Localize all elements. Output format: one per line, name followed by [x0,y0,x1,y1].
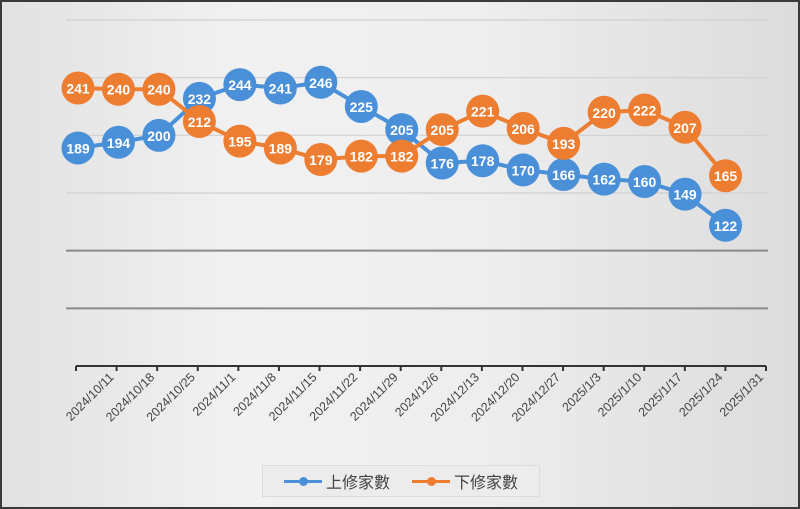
data-point-marker [385,113,419,147]
data-label: 240 [147,82,171,98]
data-label: 182 [350,149,374,165]
data-label: 240 [107,82,131,98]
legend-label-downward: 下修家數 [454,475,519,492]
data-point-marker [344,139,378,173]
data-label: 207 [673,120,697,136]
data-label: 178 [471,153,495,169]
data-label: 189 [269,141,293,157]
data-label: 205 [431,122,455,138]
data-label: 160 [633,174,657,190]
data-point-marker [587,162,621,196]
data-point-marker [142,118,176,152]
data-label: 222 [633,102,657,118]
data-point-marker [223,68,257,102]
data-label: 212 [188,114,212,130]
data-label: 166 [552,167,576,183]
data-label: 205 [390,122,414,138]
data-label: 189 [66,141,90,157]
data-label: 225 [350,99,374,115]
data-label: 194 [107,135,131,151]
data-label: 170 [511,162,535,178]
data-point-marker [101,125,135,159]
legend-item-downward: 下修家數 [412,469,518,493]
data-point-marker [668,177,702,211]
data-point-marker [425,146,459,180]
data-label: 241 [269,81,293,97]
data-point-marker [587,95,621,129]
data-point-marker [466,144,500,178]
data-point-marker [506,153,540,187]
data-label: 220 [592,105,616,121]
data-point-marker [223,124,257,158]
data-point-marker [466,94,500,128]
legend-line-icon-blue [283,476,322,486]
data-label: 195 [228,134,252,150]
data-point-marker [628,93,662,127]
data-point-marker [709,159,743,193]
data-point-marker [182,104,216,138]
data-label: 122 [714,218,738,234]
data-label: 165 [714,168,738,184]
data-point-marker [709,208,743,242]
data-label: 200 [147,128,171,144]
markers-downward: 241 240 240 212 195 189 179 182 182 205 221 206 193 2… [61,71,743,193]
data-point-marker [547,158,581,192]
chart-legend: 上修家數 下修家數 [262,465,540,497]
data-label: 162 [592,172,616,188]
data-label: 193 [552,136,576,152]
data-point-marker [668,110,702,144]
data-label: 206 [511,121,535,137]
data-point-marker [304,143,338,177]
data-label: 232 [188,91,212,107]
data-label: 244 [228,77,252,93]
legend-item-upward: 上修家數 [283,469,390,493]
data-point-marker [506,111,540,145]
data-point-marker [628,164,662,198]
data-point-marker [547,126,581,160]
markers-upward: 189 194 200 232 244 241 246 225 205 176 178 170 166 1… [61,65,743,242]
data-point-marker [101,72,135,106]
x-tick-label: 2024/11/1 [190,370,239,419]
data-point-marker [385,139,419,173]
data-label: 241 [66,81,90,97]
data-point-marker [61,131,95,165]
data-point-marker [425,113,459,147]
data-label: 182 [390,149,414,165]
data-point-marker [61,71,95,105]
data-label: 246 [309,75,333,91]
legend-label-upward: 上修家數 [325,475,390,492]
data-point-marker [142,72,176,106]
data-label: 149 [673,187,697,203]
legend-line-icon-orange [412,476,450,486]
data-point-marker [344,90,378,123]
x-tick-label: 2025/1/31 [717,370,766,419]
data-point-marker [182,81,216,115]
data-label: 176 [431,156,455,172]
data-point-marker [304,65,338,99]
data-label: 179 [309,152,333,168]
data-point-marker [263,131,297,165]
data-label: 221 [471,104,495,120]
data-point-marker [263,71,297,105]
